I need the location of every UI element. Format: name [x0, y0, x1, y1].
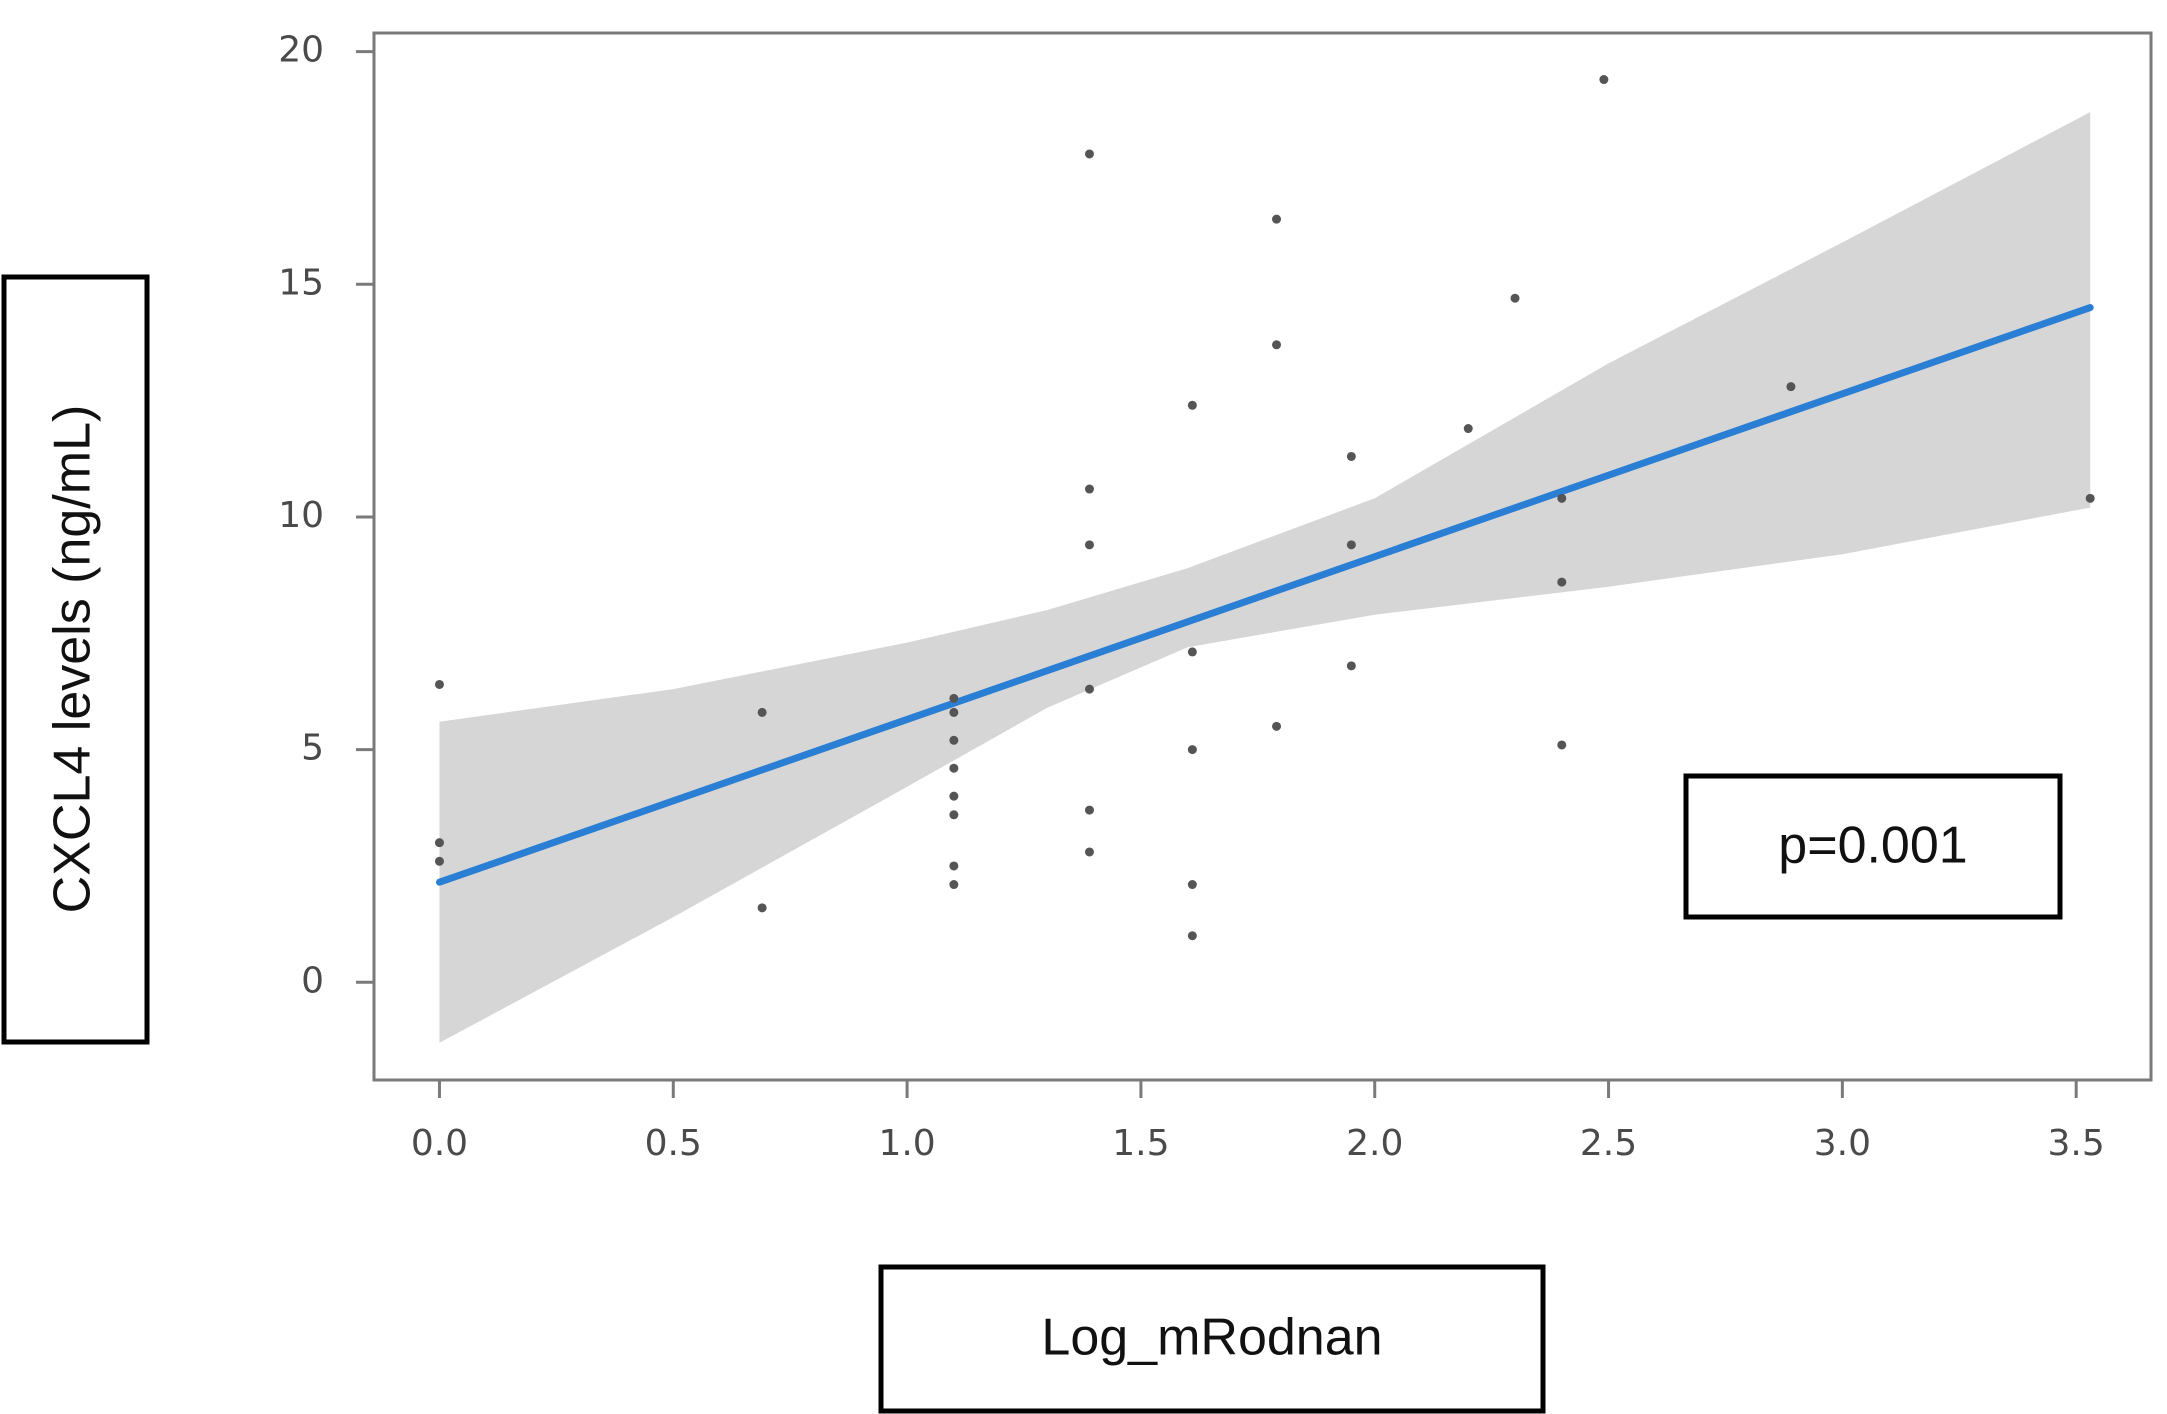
y-tick-label: 20 [278, 30, 324, 71]
fit-line-layer [435, 304, 2094, 886]
y-axis-label-box: CXCL4 levels (ng/mL) [1, 274, 150, 1045]
data-point [1187, 880, 1197, 890]
data-point [1557, 740, 1567, 750]
y-tick-label: 15 [278, 262, 324, 303]
data-point [1510, 293, 1520, 303]
data-point [1272, 214, 1282, 224]
data-points-layer [434, 75, 2095, 941]
x-tick-label: 2.5 [1580, 1123, 1637, 1164]
data-point [1084, 484, 1094, 494]
data-point [2085, 493, 2095, 503]
data-point [1084, 540, 1094, 550]
y-axis-label-frame [1, 274, 150, 1045]
data-point [1786, 382, 1796, 392]
data-point [949, 693, 959, 703]
confidence-band [439, 112, 2091, 1043]
data-point [1599, 75, 1609, 85]
x-tick-label: 0.5 [645, 1123, 702, 1164]
data-point [1557, 493, 1567, 503]
data-point [434, 838, 444, 848]
x-tick-label: 3.5 [2048, 1123, 2105, 1164]
x-axis-label: Log_mRodnan [1041, 1309, 1382, 1367]
data-point [1187, 745, 1197, 755]
data-point [1272, 721, 1282, 731]
data-point [757, 903, 767, 913]
data-point [949, 763, 959, 773]
data-point [949, 791, 959, 801]
p-value-annotation: p=0.001 [1778, 817, 1967, 875]
p-value-frame [1683, 773, 2063, 920]
y-tick-label: 5 [301, 728, 324, 769]
data-point [949, 810, 959, 820]
data-point [1084, 805, 1094, 815]
data-point [1346, 540, 1356, 550]
data-point [949, 880, 959, 890]
data-point [1272, 340, 1282, 350]
data-point [1346, 661, 1356, 671]
p-value-box: p=0.001 [1683, 773, 2063, 920]
data-point [434, 679, 444, 689]
data-point [1346, 451, 1356, 461]
x-tick-label: 3.0 [1814, 1123, 1871, 1164]
data-point [949, 735, 959, 745]
y-axis: 0 5 10 15 20 [278, 30, 374, 1001]
x-tick-label: 0.0 [411, 1123, 468, 1164]
y-axis-label: CXCL4 levels (ng/mL) [44, 405, 102, 914]
x-tick-label: 1.0 [878, 1123, 935, 1164]
data-point [1187, 931, 1197, 941]
data-point [1084, 847, 1094, 857]
confidence-band-layer [439, 112, 2091, 1043]
x-axis: 0.0 0.5 1.0 1.5 2.0 2.5 3.0 3.5 [411, 1080, 2105, 1164]
data-point [1084, 684, 1094, 694]
x-axis-label-box: Log_mRodnan [878, 1264, 1546, 1414]
data-point [1187, 647, 1197, 657]
y-tick-label: 10 [278, 495, 324, 536]
x-axis-label-frame [878, 1264, 1546, 1414]
data-point [949, 861, 959, 871]
data-point [1557, 577, 1567, 587]
data-point [1084, 149, 1094, 159]
data-point [434, 856, 444, 866]
regression-line [435, 304, 2094, 886]
data-point [757, 707, 767, 717]
x-tick-label: 1.5 [1112, 1123, 1169, 1164]
y-tick-label: 0 [301, 960, 324, 1001]
x-tick-label: 2.0 [1346, 1123, 1403, 1164]
data-point [1463, 424, 1473, 434]
data-point [949, 707, 959, 717]
data-point [1187, 400, 1197, 410]
